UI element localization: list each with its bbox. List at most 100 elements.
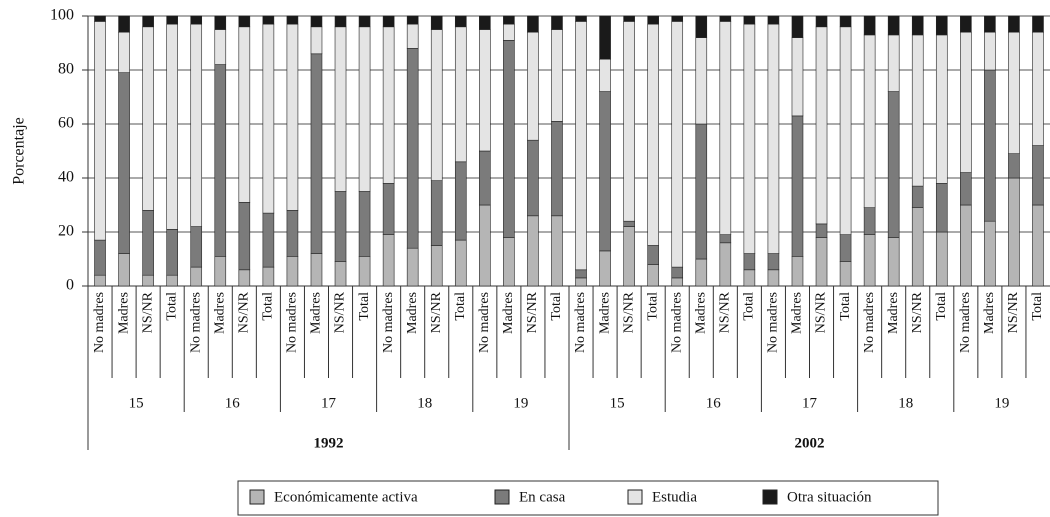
bar-segment	[310, 15, 323, 28]
bar-segment	[1032, 31, 1044, 146]
age-group-label: 15	[610, 395, 625, 411]
bar-segment	[695, 15, 708, 38]
legend-swatch	[249, 489, 265, 505]
y-tick-label: 60	[58, 115, 74, 132]
bar-segment	[911, 34, 924, 187]
bar-segment	[166, 23, 178, 230]
legend-box	[237, 480, 939, 516]
bar-segment	[743, 253, 756, 271]
bar-segment	[334, 15, 347, 28]
bar-segment	[214, 15, 227, 30]
x-tick-label: Madres	[693, 292, 708, 334]
x-tick-label: NS/NR	[621, 291, 636, 333]
age-group-label: 16	[706, 395, 722, 411]
age-group-label: 18	[898, 395, 913, 411]
age-group-label: 17	[321, 395, 337, 411]
bar-segment	[671, 21, 684, 268]
bar-segment	[719, 242, 732, 287]
age-group-label: 15	[129, 395, 144, 411]
bar-segment	[887, 91, 900, 238]
bar-segment	[94, 21, 106, 241]
bar-segment	[671, 15, 684, 22]
bar-segment	[719, 234, 732, 244]
bar-segment	[647, 15, 659, 25]
y-tick-label: 40	[58, 169, 74, 186]
bar-segment	[839, 15, 852, 28]
x-tick-label: NS/NR	[525, 291, 540, 333]
x-tick-label: No madres	[669, 292, 684, 353]
bar-segment	[334, 261, 347, 287]
bar-segment	[839, 261, 852, 287]
x-tick-label: NS/NR	[140, 291, 155, 333]
bar-segment	[382, 234, 395, 287]
bar-segment	[743, 23, 756, 254]
bar-segment	[623, 226, 635, 287]
bar-segment	[358, 26, 371, 192]
bar-segment	[575, 15, 587, 22]
bar-segment	[1032, 15, 1044, 33]
bar-segment	[527, 215, 539, 287]
bar-segment	[262, 23, 275, 214]
bar-segment	[214, 64, 227, 257]
x-tick-label: Total	[838, 292, 853, 321]
bar-segment	[984, 69, 996, 222]
bar-segment	[118, 253, 130, 287]
bar-segment	[695, 123, 708, 260]
age-group-label: 19	[513, 395, 528, 411]
bar-segment	[623, 220, 635, 227]
bar-segment	[190, 226, 203, 268]
x-tick-label: Madres	[116, 292, 131, 334]
bar-segment	[527, 31, 539, 141]
bar-segment	[791, 15, 804, 38]
bar-segment	[214, 255, 227, 287]
x-tick-label: No madres	[573, 292, 588, 353]
bar-segment	[142, 15, 154, 28]
y-tick-label: 80	[58, 61, 74, 78]
bar-segment	[911, 207, 924, 287]
bar-segment	[262, 15, 275, 25]
bar-segment	[984, 220, 996, 287]
bar-segment	[190, 15, 203, 25]
x-tick-label: NS/NR	[1006, 291, 1021, 333]
bar-segment	[430, 15, 443, 30]
x-tick-label: NS/NR	[333, 291, 348, 333]
bar-segment	[551, 29, 563, 122]
x-tick-label: Total	[453, 292, 468, 321]
bar-segment	[286, 210, 299, 257]
bar-segment	[527, 15, 539, 33]
bar-segment	[575, 21, 587, 271]
x-tick-label: No madres	[92, 292, 107, 353]
x-tick-label: Total	[742, 292, 757, 321]
bar-segment	[575, 269, 587, 279]
bar-segment	[479, 204, 491, 287]
legend-label: En casa	[519, 489, 566, 505]
bar-segment	[118, 72, 130, 254]
bar-segment	[623, 15, 635, 22]
bar-segment	[551, 121, 563, 217]
bar-segment	[358, 15, 371, 28]
bar-segment	[815, 237, 828, 287]
bar-segment	[382, 183, 395, 235]
bar-segment	[310, 26, 323, 55]
x-tick-label: Total	[1030, 292, 1045, 321]
bar-segment	[527, 139, 539, 217]
x-tick-label: Total	[934, 292, 949, 321]
bar-segment	[454, 239, 467, 287]
legend-swatch	[494, 489, 510, 505]
bar-segment	[767, 23, 780, 254]
bar-segment	[647, 264, 659, 287]
x-tick-label: NS/NR	[814, 291, 829, 333]
bar-segment	[599, 58, 611, 92]
bar-segment	[863, 234, 876, 287]
legend-swatch	[762, 489, 778, 505]
x-tick-label: Total	[357, 292, 372, 321]
bar-segment	[190, 266, 203, 287]
bar-segment	[238, 26, 251, 203]
x-tick-label: Madres	[405, 292, 420, 334]
bar-segment	[310, 53, 323, 254]
x-tick-label: NS/NR	[718, 291, 733, 333]
bar-segment	[382, 26, 395, 184]
bar-segment	[286, 23, 299, 211]
y-tick-label: 20	[58, 223, 74, 240]
bar-segment	[767, 253, 780, 271]
